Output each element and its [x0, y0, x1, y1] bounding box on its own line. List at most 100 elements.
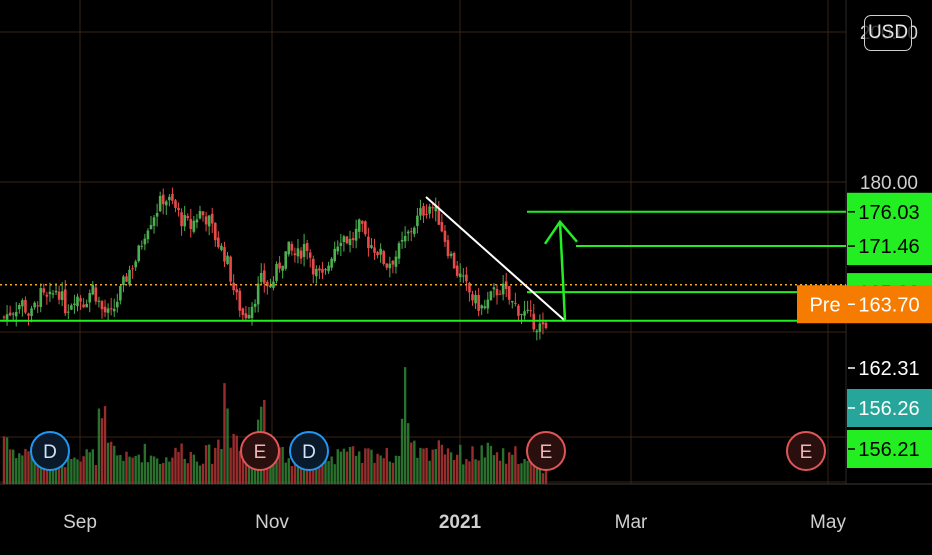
- candle: [183, 214, 186, 227]
- volume-bar: [517, 463, 520, 484]
- candle: [45, 294, 49, 297]
- volume-bar: [155, 458, 159, 484]
- premarket-prefix-text: Pre: [809, 294, 840, 316]
- volume-bar: [2, 436, 6, 484]
- candle: [480, 305, 483, 309]
- volume-bar: [511, 454, 514, 484]
- candle: [70, 305, 73, 310]
- volume-bar: [382, 458, 385, 484]
- earnings-marker[interactable]: E: [526, 431, 566, 471]
- candle: [388, 263, 392, 269]
- candle: [501, 283, 505, 295]
- price-label-bg: [847, 285, 932, 324]
- candle: [452, 252, 456, 269]
- candle: [523, 311, 526, 316]
- candle: [152, 217, 156, 226]
- volume-bar: [201, 463, 205, 484]
- candle: [226, 255, 229, 264]
- volume-bar: [459, 444, 462, 484]
- candle: [370, 245, 373, 248]
- time-axis[interactable]: Sep Nov 2021 Mar May: [63, 512, 846, 533]
- volume-bar: [42, 461, 46, 484]
- candle: [213, 222, 217, 241]
- candle: [39, 288, 43, 308]
- volume-bar: [223, 383, 226, 484]
- candle: [419, 208, 422, 216]
- volume-bar: [305, 459, 309, 484]
- currency-button[interactable]: USD: [864, 15, 912, 51]
- volume-bar: [79, 461, 82, 484]
- volume-bar: [73, 457, 76, 484]
- candle: [21, 300, 24, 307]
- volume-bar: [88, 452, 91, 484]
- price-axis[interactable]: 200.00180.00176.03171.46165.32163.70Pre1…: [797, 23, 932, 468]
- drawings[interactable]: [0, 196, 846, 322]
- volume-bar: [364, 448, 367, 484]
- volume-bar: [183, 458, 186, 484]
- volume-bar: [462, 464, 465, 484]
- candle: [428, 206, 431, 214]
- volume-bar: [431, 449, 434, 484]
- price-label-text: 176.03: [858, 202, 919, 224]
- candle: [541, 322, 545, 325]
- candle: [146, 230, 150, 240]
- candle: [305, 242, 309, 251]
- volume-bar: [85, 449, 88, 484]
- volume-bar: [327, 461, 330, 484]
- volume-bar: [370, 449, 373, 484]
- candle: [413, 227, 416, 235]
- price-label-bg: [847, 389, 932, 427]
- volume-bar: [480, 445, 483, 484]
- candle: [468, 282, 471, 293]
- candle: [403, 235, 407, 242]
- candle: [308, 252, 312, 258]
- candle: [57, 291, 61, 300]
- candle: [164, 201, 168, 206]
- candle: [538, 323, 542, 332]
- candle: [486, 299, 490, 309]
- volume-bar: [100, 418, 104, 484]
- candle: [455, 265, 459, 276]
- volume-bar: [293, 450, 297, 484]
- candle: [195, 219, 199, 223]
- volume-bar: [376, 453, 379, 484]
- candle: [397, 243, 401, 259]
- time-tick-label: Nov: [255, 512, 289, 533]
- earnings-marker[interactable]: E: [786, 431, 826, 471]
- candle: [333, 248, 337, 262]
- price-label-green: 176.03: [847, 192, 932, 231]
- candle: [290, 243, 294, 251]
- dividend-marker[interactable]: D: [30, 431, 70, 471]
- candle: [471, 294, 474, 301]
- volume-bar: [425, 447, 428, 484]
- candle: [507, 286, 511, 300]
- volume-bar: [428, 460, 431, 484]
- dividend-marker[interactable]: D: [289, 431, 329, 471]
- candle: [204, 216, 208, 225]
- candle: [364, 221, 367, 235]
- volume-bar: [324, 455, 327, 484]
- marker-label: E: [254, 442, 267, 463]
- candle: [247, 314, 251, 319]
- earnings-marker[interactable]: E: [240, 431, 280, 471]
- volume-bar: [538, 469, 542, 484]
- candle: [379, 248, 382, 255]
- candle: [284, 251, 288, 269]
- volume-bar: [253, 463, 257, 484]
- candle: [198, 210, 202, 219]
- candle: [446, 240, 450, 257]
- volume-bar: [452, 459, 456, 484]
- candle: [149, 225, 153, 230]
- volume-bar: [11, 449, 15, 484]
- volume-bar: [140, 462, 143, 484]
- candle: [8, 312, 12, 316]
- candle: [373, 247, 376, 253]
- candle: [51, 293, 55, 295]
- volume-bar: [162, 462, 165, 484]
- marker-circle: [526, 431, 566, 471]
- candle: [299, 250, 303, 259]
- price-label-text: 171.46: [858, 236, 919, 258]
